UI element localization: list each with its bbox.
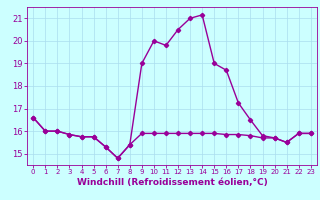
X-axis label: Windchill (Refroidissement éolien,°C): Windchill (Refroidissement éolien,°C)	[76, 178, 268, 187]
